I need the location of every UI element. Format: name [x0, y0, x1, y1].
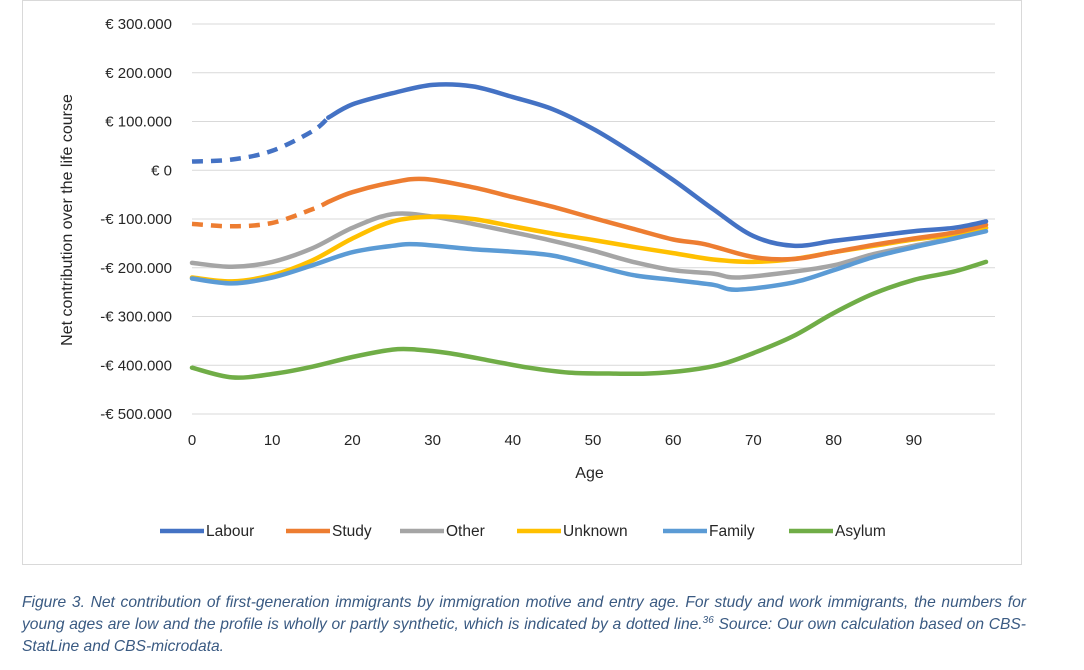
- legend-label-asylum: Asylum: [835, 523, 886, 540]
- legend-item-asylum: Asylum: [789, 523, 886, 540]
- series-line-asylum: [189, 259, 989, 380]
- legend-label-family: Family: [709, 523, 755, 540]
- x-tick-label: 80: [825, 432, 842, 449]
- y-tick-label: € 0: [151, 162, 172, 179]
- legend-item-other: Other: [400, 523, 485, 540]
- x-tick-label: 70: [745, 432, 762, 449]
- y-tick-label: -€ 100.000: [100, 211, 172, 228]
- legend-item-family: Family: [663, 523, 755, 540]
- y-tick-label: € 300.000: [105, 16, 172, 33]
- x-axis-title: Age: [575, 465, 604, 482]
- caption-footnote-marker: 36: [702, 614, 714, 626]
- legend-label-labour: Labour: [206, 523, 254, 540]
- y-axis-tick-labels: € 300.000 € 200.000 € 100.000 € 0 -€ 100.000…: [100, 16, 172, 423]
- legend-label-study: Study: [332, 523, 372, 540]
- legend-item-unknown: Unknown: [517, 523, 628, 540]
- y-tick-label: -€ 400.000: [100, 357, 172, 374]
- y-tick-label: -€ 200.000: [100, 260, 172, 277]
- series-line-family: [189, 228, 989, 292]
- chart-frame: [22, 0, 1022, 565]
- y-tick-label: € 200.000: [105, 65, 172, 82]
- x-tick-label: 10: [264, 432, 281, 449]
- caption-text: Figure 3. Net contribution of first-gene…: [22, 594, 1026, 633]
- y-tick-label: € 100.000: [105, 114, 172, 131]
- legend-item-study: Study: [286, 523, 372, 540]
- x-tick-label: 30: [424, 432, 441, 449]
- y-axis-title: Net contribution over the life course: [59, 94, 76, 346]
- series-line-labour-dashed: [191, 115, 330, 164]
- x-tick-label: 0: [188, 432, 196, 449]
- caption-source: Source: Our own calculation based on CBS…: [22, 616, 1026, 655]
- y-tick-label: -€ 500.000: [100, 406, 172, 423]
- x-axis-tick-labels: 0 10 20 30 40 50 60 70 80 90: [188, 432, 922, 449]
- series-line-study: [326, 176, 989, 262]
- series-line-study-dashed: [191, 199, 330, 229]
- y-tick-label: -€ 300.000: [100, 309, 172, 326]
- x-tick-label: 40: [504, 432, 521, 449]
- legend: Labour Study Other Unknown Family Asylum: [160, 523, 886, 540]
- figure-caption: Figure 3. Net contribution of first-gene…: [22, 592, 1026, 658]
- x-tick-label: 60: [665, 432, 682, 449]
- x-tick-label: 50: [585, 432, 602, 449]
- legend-label-other: Other: [446, 523, 485, 540]
- series-lines: [189, 82, 989, 380]
- legend-label-unknown: Unknown: [563, 523, 628, 540]
- series-line-other: [189, 211, 989, 280]
- x-tick-label: 20: [344, 432, 361, 449]
- series-line-labour: [326, 82, 989, 249]
- legend-item-labour: Labour: [160, 523, 254, 540]
- x-tick-label: 90: [905, 432, 922, 449]
- line-chart: € 300.000 € 200.000 € 100.000 € 0 -€ 100.000…: [59, 16, 995, 540]
- gridlines: [192, 23, 995, 415]
